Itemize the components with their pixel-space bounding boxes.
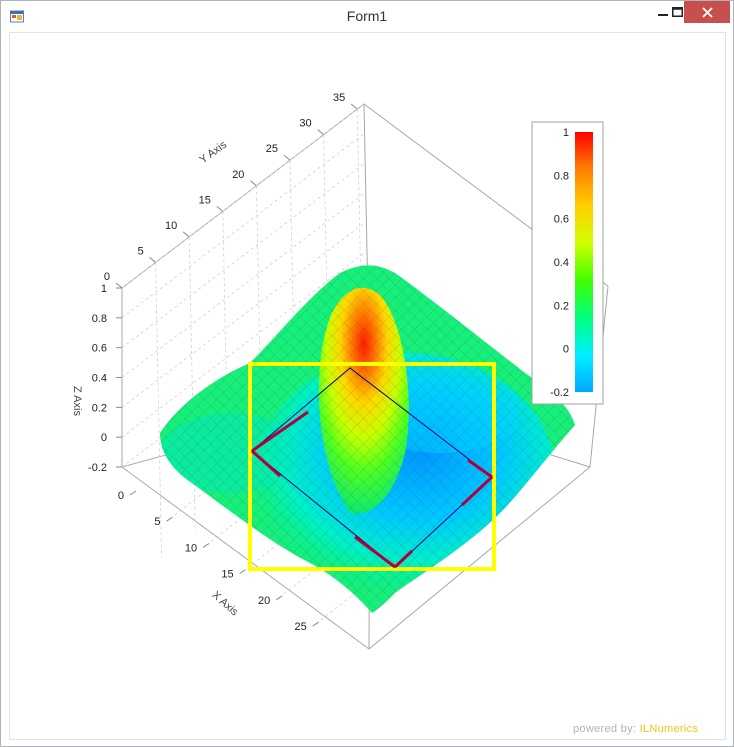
maximize-icon bbox=[671, 7, 683, 17]
y-axis-label: Y Axis bbox=[197, 139, 229, 167]
close-icon bbox=[701, 6, 713, 18]
y-grid-line bbox=[289, 160, 297, 456]
x-axis-ticks: 0 5 10 15 20 25 bbox=[118, 490, 320, 633]
x-tick-mark bbox=[275, 595, 283, 601]
y-tick-mark bbox=[317, 129, 324, 136]
x-axis-label: X Axis bbox=[210, 589, 241, 619]
y-tick-mark bbox=[115, 282, 123, 289]
maximize-button[interactable] bbox=[663, 1, 691, 23]
minimize-button[interactable] bbox=[649, 1, 677, 23]
y-tick-mark bbox=[250, 180, 257, 187]
x-tick-label: 25 bbox=[295, 621, 307, 633]
x-tick-mark bbox=[129, 490, 137, 496]
z-axis-label: Z Axis bbox=[71, 386, 83, 416]
z-tick-label: 1 bbox=[101, 283, 107, 295]
colorbar-tick-label: 0.4 bbox=[554, 257, 569, 269]
selection-plane[interactable] bbox=[251, 367, 494, 569]
z-tick-label: -0.2 bbox=[88, 462, 107, 474]
brand-name: ILNumerics bbox=[639, 723, 699, 735]
z-tick-label: 0.8 bbox=[92, 313, 107, 325]
plane-handle-right-top[interactable] bbox=[467, 458, 493, 479]
z-tick-label: 0.4 bbox=[92, 373, 107, 385]
y-grid-line bbox=[323, 134, 331, 430]
z-axis-ticks: 1 0.8 0.6 0.4 0.2 0 -0.2 bbox=[88, 283, 122, 474]
plane-handle-right[interactable] bbox=[460, 475, 494, 507]
x-tick-mark bbox=[312, 621, 320, 627]
y-grid-line bbox=[222, 211, 230, 507]
x-tick-label: 0 bbox=[118, 490, 124, 502]
colorbar-ticks: 1 0.8 0.6 0.4 0.2 0 -0.2 bbox=[550, 127, 569, 399]
y-grid-line bbox=[356, 109, 364, 405]
z-grid-line bbox=[121, 163, 365, 348]
z-grid-line bbox=[121, 193, 365, 378]
x-tick-label: 10 bbox=[185, 542, 197, 554]
app-icon bbox=[10, 9, 24, 23]
y-grid-line bbox=[256, 185, 263, 481]
z-tick-label: 0.2 bbox=[92, 402, 107, 414]
y-tick-mark bbox=[283, 154, 291, 161]
y-tick-label: 30 bbox=[299, 118, 311, 130]
x-tick-mark bbox=[202, 542, 210, 548]
x-tick-label: 5 bbox=[154, 516, 160, 528]
z-grid-line bbox=[121, 103, 365, 289]
x-tick-mark bbox=[239, 569, 246, 575]
window-title: Form1 bbox=[346, 8, 388, 24]
y-tick-mark bbox=[149, 257, 156, 263]
y-grid-line bbox=[155, 262, 163, 558]
y-tick-label: 0 bbox=[104, 271, 110, 283]
y-tick-label: 10 bbox=[165, 220, 177, 232]
close-button[interactable] bbox=[684, 1, 730, 23]
colorbar[interactable]: 1 0.8 0.6 0.4 0.2 0 -0.2 bbox=[531, 121, 604, 405]
colorbar-tick-label: 0.8 bbox=[554, 170, 569, 182]
colorbar-tick-label: 0.2 bbox=[554, 300, 569, 312]
title-bar[interactable]: Form1 bbox=[1, 1, 733, 31]
selection-rectangle[interactable] bbox=[248, 362, 496, 571]
colorbar-tick-label: 0 bbox=[563, 344, 569, 356]
z-grid-line bbox=[121, 133, 365, 319]
y-tick-mark bbox=[182, 231, 190, 238]
z-tick-label: 0 bbox=[101, 432, 107, 444]
colorbar-tick-label: 1 bbox=[563, 127, 569, 139]
y-tick-label: 35 bbox=[333, 92, 345, 104]
z-grid-line bbox=[121, 252, 365, 438]
plane-handle-left[interactable] bbox=[251, 449, 281, 478]
z-tick-label: 0.6 bbox=[92, 343, 107, 355]
y-tick-label: 25 bbox=[266, 143, 278, 155]
colorbar-tick-label: 0.6 bbox=[554, 214, 569, 226]
plane-handle-bottom-right[interactable] bbox=[393, 549, 414, 569]
powered-by-label: powered by: bbox=[573, 723, 637, 735]
powered-by[interactable]: powered by: ILNumerics bbox=[573, 723, 698, 735]
colorbar-scale bbox=[575, 132, 593, 392]
colorbar-tick-label: -0.2 bbox=[550, 387, 569, 399]
plane-handle-bottom[interactable] bbox=[354, 535, 396, 569]
z-grid-line bbox=[121, 223, 365, 408]
minimize-icon bbox=[658, 14, 668, 16]
y-grid-line bbox=[188, 236, 196, 532]
y-tick-mark bbox=[350, 103, 358, 110]
y-axis-ticks: 0 5 10 15 20 25 30 35 bbox=[104, 92, 358, 289]
plane-handle-top-left[interactable] bbox=[251, 410, 309, 453]
y-tick-label: 5 bbox=[137, 245, 143, 257]
x-tick-label: 20 bbox=[258, 595, 270, 607]
plot-panel[interactable]: 0 5 10 15 20 25 30 35 1 0.8 0.6 0.4 0.2 0 -0.2 0 5 10 15… bbox=[9, 32, 726, 740]
y-tick-mark bbox=[216, 205, 224, 212]
x-tick-label: 15 bbox=[221, 569, 233, 581]
y-tick-label: 20 bbox=[232, 169, 244, 181]
x-tick-mark bbox=[166, 516, 173, 522]
y-tick-label: 15 bbox=[199, 194, 211, 206]
